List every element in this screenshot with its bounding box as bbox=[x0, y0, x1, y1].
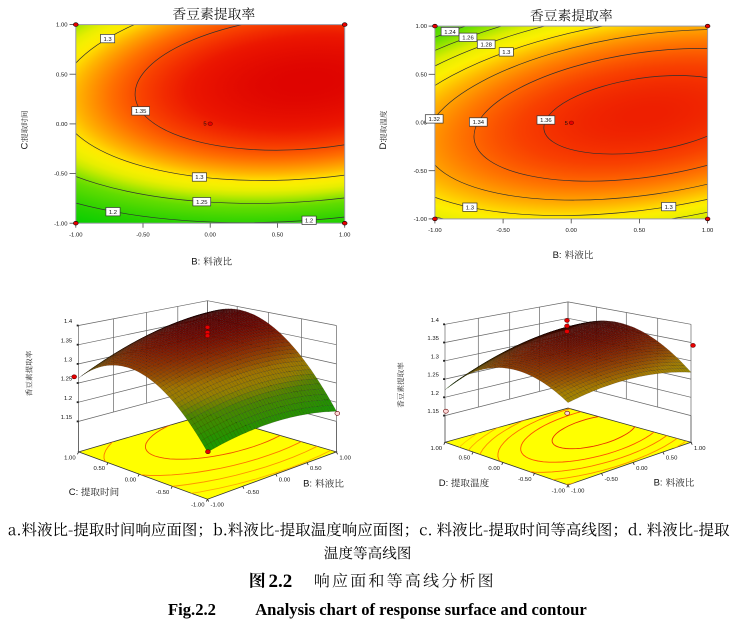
svg-text:B:: B: bbox=[191, 257, 200, 268]
svg-text:0.50: 0.50 bbox=[56, 72, 68, 78]
svg-text:1.2: 1.2 bbox=[109, 210, 117, 216]
svg-text:-1.00: -1.00 bbox=[69, 232, 83, 238]
svg-text:5: 5 bbox=[203, 122, 207, 128]
svg-text:-0.50: -0.50 bbox=[414, 169, 428, 175]
svg-text:1.2: 1.2 bbox=[431, 391, 439, 397]
svg-text:1.3: 1.3 bbox=[64, 358, 73, 364]
svg-text:1.25: 1.25 bbox=[196, 200, 208, 206]
svg-text:1.28: 1.28 bbox=[480, 42, 492, 48]
svg-text:B:: B: bbox=[654, 478, 663, 489]
svg-text:0.00: 0.00 bbox=[565, 228, 577, 234]
svg-text:1.24: 1.24 bbox=[444, 30, 456, 36]
svg-text:2.2: 2.2 bbox=[269, 571, 293, 592]
svg-text:-1.00: -1.00 bbox=[414, 217, 428, 223]
svg-text:1.00: 1.00 bbox=[64, 455, 76, 461]
svg-text:0.50: 0.50 bbox=[94, 466, 106, 472]
svg-text:0.00: 0.00 bbox=[125, 478, 137, 484]
svg-text:0.50: 0.50 bbox=[416, 72, 428, 78]
svg-text:1.4: 1.4 bbox=[64, 319, 73, 325]
svg-text:1.25: 1.25 bbox=[61, 377, 73, 383]
svg-text:-0.50: -0.50 bbox=[605, 477, 619, 483]
svg-text:-0.50: -0.50 bbox=[246, 490, 260, 496]
svg-text:0.50: 0.50 bbox=[666, 456, 678, 462]
svg-text:1.3: 1.3 bbox=[431, 354, 440, 360]
svg-text:1.3: 1.3 bbox=[103, 37, 112, 43]
svg-text:1.4: 1.4 bbox=[431, 318, 440, 324]
svg-text:0.50: 0.50 bbox=[634, 228, 646, 234]
svg-text:-1.00: -1.00 bbox=[54, 221, 68, 227]
svg-text:1.26: 1.26 bbox=[462, 36, 474, 42]
svg-text:-1.00: -1.00 bbox=[191, 503, 205, 509]
svg-text:1.00: 1.00 bbox=[694, 446, 706, 452]
svg-text:0.00: 0.00 bbox=[416, 121, 428, 127]
svg-text:1.15: 1.15 bbox=[61, 415, 73, 421]
svg-text:1.3: 1.3 bbox=[502, 50, 511, 56]
svg-text:1.2: 1.2 bbox=[305, 219, 313, 225]
svg-text:1.3: 1.3 bbox=[665, 205, 674, 211]
svg-text:1.32: 1.32 bbox=[428, 117, 439, 123]
svg-text:1.35: 1.35 bbox=[135, 109, 147, 115]
svg-text:-1.00: -1.00 bbox=[211, 503, 225, 509]
svg-text:B:: B: bbox=[553, 250, 562, 261]
svg-text:1.00: 1.00 bbox=[416, 24, 428, 30]
svg-text:0.00: 0.00 bbox=[636, 466, 648, 472]
svg-text:D:: D: bbox=[378, 140, 389, 150]
svg-text:1.00: 1.00 bbox=[56, 23, 68, 29]
svg-text:1.25: 1.25 bbox=[427, 373, 439, 379]
svg-text:0.00: 0.00 bbox=[488, 466, 500, 472]
svg-text:-0.50: -0.50 bbox=[54, 172, 68, 178]
svg-text:1.15: 1.15 bbox=[427, 409, 439, 415]
svg-text:-0.50: -0.50 bbox=[156, 490, 170, 496]
svg-text:1.35: 1.35 bbox=[61, 338, 73, 344]
svg-text:1.00: 1.00 bbox=[339, 455, 351, 461]
svg-text:D:: D: bbox=[439, 478, 449, 489]
svg-text:1.00: 1.00 bbox=[431, 446, 443, 452]
svg-text:1.36: 1.36 bbox=[540, 118, 552, 124]
svg-text:-0.50: -0.50 bbox=[136, 232, 150, 238]
svg-text:0.00: 0.00 bbox=[56, 122, 68, 128]
svg-text:0.00: 0.00 bbox=[279, 478, 291, 484]
svg-text:1.34: 1.34 bbox=[473, 120, 485, 126]
svg-text:B:: B: bbox=[303, 479, 312, 490]
svg-text:-0.50: -0.50 bbox=[496, 228, 510, 234]
svg-text:0.50: 0.50 bbox=[310, 466, 322, 472]
svg-text:1.00: 1.00 bbox=[702, 228, 714, 234]
svg-text:1.3: 1.3 bbox=[466, 205, 475, 211]
svg-text:0.50: 0.50 bbox=[459, 456, 471, 462]
svg-text:1.3: 1.3 bbox=[195, 175, 204, 181]
svg-text:0.50: 0.50 bbox=[272, 232, 284, 238]
svg-text:C:: C: bbox=[69, 487, 79, 498]
svg-text:-1.00: -1.00 bbox=[571, 489, 585, 495]
svg-text:Analysis chart of response sur: Analysis chart of response surface and c… bbox=[255, 600, 587, 619]
svg-text:1.00: 1.00 bbox=[339, 232, 351, 238]
svg-text:-0.50: -0.50 bbox=[518, 477, 532, 483]
svg-text:1.35: 1.35 bbox=[427, 336, 439, 342]
svg-text:0.00: 0.00 bbox=[204, 232, 216, 238]
svg-text:5: 5 bbox=[565, 121, 569, 127]
svg-text:-1.00: -1.00 bbox=[552, 489, 566, 495]
svg-text:-1.00: -1.00 bbox=[428, 228, 442, 234]
svg-text:1.2: 1.2 bbox=[64, 396, 72, 402]
svg-text:C:: C: bbox=[19, 140, 30, 150]
svg-text:Fig.2.2: Fig.2.2 bbox=[168, 600, 216, 619]
